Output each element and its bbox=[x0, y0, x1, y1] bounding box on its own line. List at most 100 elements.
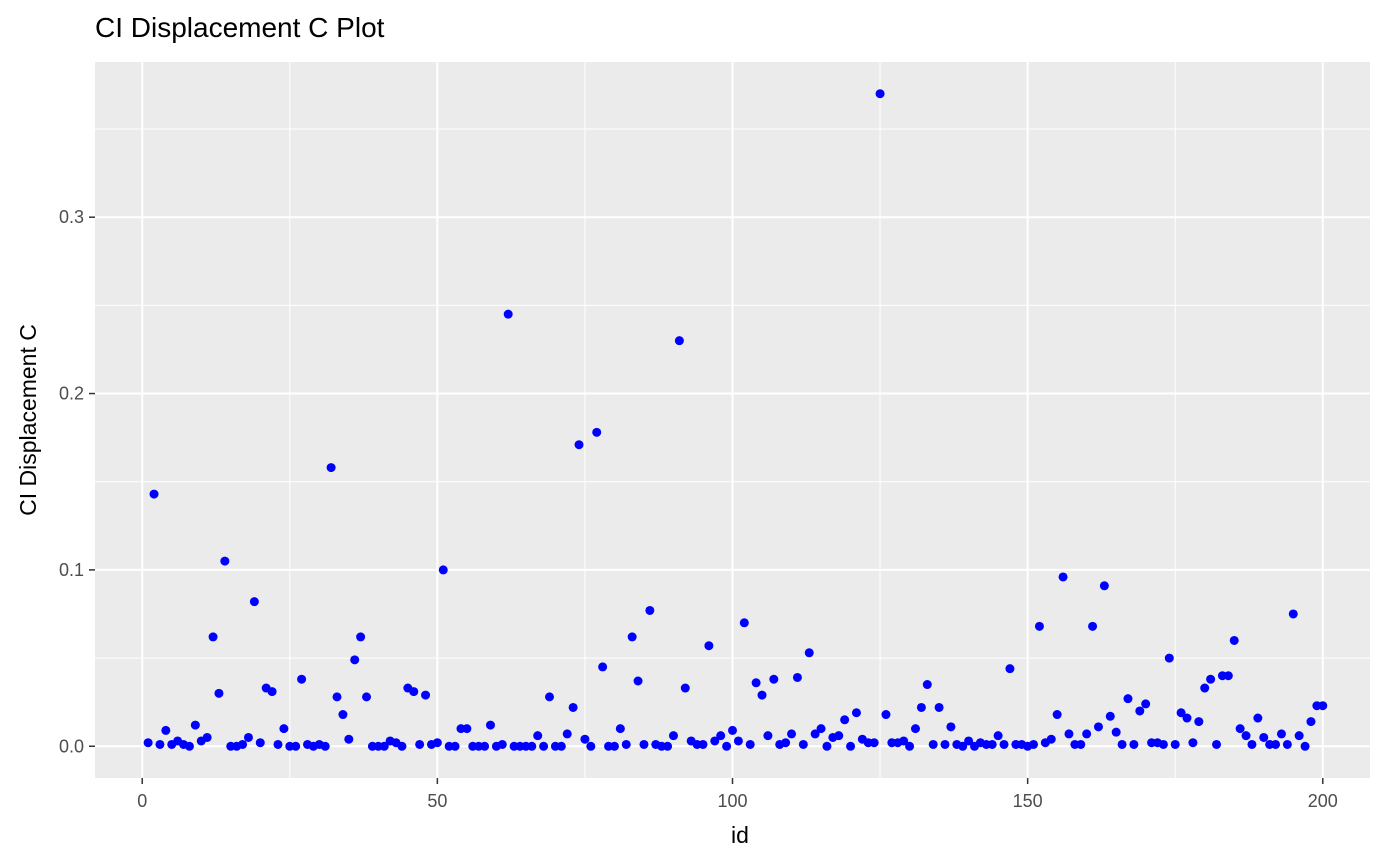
data-point bbox=[609, 741, 619, 751]
data-point bbox=[763, 731, 773, 741]
data-point bbox=[462, 724, 472, 734]
data-point bbox=[1241, 731, 1251, 741]
data-point bbox=[273, 739, 283, 749]
data-point bbox=[781, 738, 791, 748]
data-point bbox=[1170, 739, 1180, 749]
data-point bbox=[503, 309, 513, 319]
data-point bbox=[674, 336, 684, 346]
data-point bbox=[574, 440, 584, 450]
data-point bbox=[993, 731, 1003, 741]
data-point bbox=[1206, 674, 1216, 684]
data-point bbox=[362, 692, 372, 702]
x-tick-label: 100 bbox=[717, 791, 747, 811]
data-point bbox=[1229, 635, 1239, 645]
data-point bbox=[438, 565, 448, 575]
data-point bbox=[739, 618, 749, 628]
data-point bbox=[905, 741, 915, 751]
data-point bbox=[527, 741, 537, 751]
data-point bbox=[143, 738, 153, 748]
data-point bbox=[485, 720, 495, 730]
data-point bbox=[1088, 621, 1098, 631]
data-point bbox=[450, 741, 460, 751]
data-point bbox=[698, 739, 708, 749]
y-tick-label: 0.2 bbox=[59, 384, 84, 404]
data-point bbox=[208, 632, 218, 642]
data-point bbox=[846, 741, 856, 751]
data-point bbox=[869, 738, 879, 748]
data-point bbox=[1005, 664, 1015, 674]
data-point bbox=[568, 702, 578, 712]
data-point bbox=[497, 739, 507, 749]
data-point bbox=[338, 710, 348, 720]
x-axis-title: id bbox=[731, 822, 749, 848]
data-point bbox=[1129, 739, 1139, 749]
data-point bbox=[267, 687, 277, 697]
data-point bbox=[804, 648, 814, 658]
y-tick-label: 0.1 bbox=[59, 560, 84, 580]
data-point bbox=[598, 662, 608, 672]
data-point bbox=[1111, 727, 1121, 737]
data-point bbox=[415, 739, 425, 749]
data-point bbox=[556, 741, 566, 751]
data-point bbox=[1247, 739, 1257, 749]
data-point bbox=[875, 89, 885, 99]
data-point bbox=[627, 632, 637, 642]
data-point bbox=[633, 676, 643, 686]
data-point bbox=[379, 741, 389, 751]
data-point bbox=[202, 732, 212, 742]
data-point bbox=[297, 674, 307, 684]
data-point bbox=[922, 680, 932, 690]
data-point bbox=[279, 724, 289, 734]
data-point bbox=[680, 683, 690, 693]
data-point bbox=[586, 741, 596, 751]
data-point bbox=[851, 708, 861, 718]
y-axis-title: CI Displacement C bbox=[15, 324, 41, 516]
data-point bbox=[668, 731, 678, 741]
data-point bbox=[792, 672, 802, 682]
data-point bbox=[1194, 717, 1204, 727]
data-point bbox=[1105, 711, 1115, 721]
chart-title: CI Displacement C Plot bbox=[95, 12, 385, 43]
x-tick-label: 200 bbox=[1308, 791, 1338, 811]
data-point bbox=[663, 741, 673, 751]
data-point bbox=[1158, 739, 1168, 749]
data-point bbox=[332, 692, 342, 702]
data-point bbox=[1058, 572, 1068, 582]
data-point bbox=[243, 732, 253, 742]
data-point bbox=[1064, 729, 1074, 739]
x-tick-label: 50 bbox=[427, 791, 447, 811]
data-point bbox=[592, 427, 602, 437]
data-point bbox=[1135, 706, 1145, 716]
data-point bbox=[1093, 722, 1103, 732]
data-point bbox=[704, 641, 714, 651]
data-point bbox=[840, 715, 850, 725]
data-point bbox=[1300, 741, 1310, 751]
data-point bbox=[710, 736, 720, 746]
data-point bbox=[899, 736, 909, 746]
data-point bbox=[155, 739, 165, 749]
x-tick-label: 0 bbox=[137, 791, 147, 811]
data-point bbox=[1288, 609, 1298, 619]
data-point bbox=[1076, 739, 1086, 749]
data-point bbox=[881, 710, 891, 720]
data-point bbox=[733, 736, 743, 746]
data-point bbox=[834, 731, 844, 741]
data-point bbox=[745, 739, 755, 749]
data-point bbox=[291, 741, 301, 751]
data-point bbox=[1276, 729, 1286, 739]
data-point bbox=[769, 674, 779, 684]
data-point bbox=[1099, 581, 1109, 591]
data-points bbox=[143, 89, 1328, 751]
data-point bbox=[958, 741, 968, 751]
data-point bbox=[716, 731, 726, 741]
data-point bbox=[615, 724, 625, 734]
major-gridlines bbox=[95, 62, 1370, 778]
y-tick-label: 0.0 bbox=[59, 736, 84, 756]
data-point bbox=[1294, 731, 1304, 741]
data-point bbox=[350, 655, 360, 665]
data-point bbox=[910, 724, 920, 734]
data-point bbox=[397, 741, 407, 751]
data-point bbox=[987, 739, 997, 749]
data-point bbox=[728, 725, 737, 735]
data-point bbox=[1200, 683, 1210, 693]
